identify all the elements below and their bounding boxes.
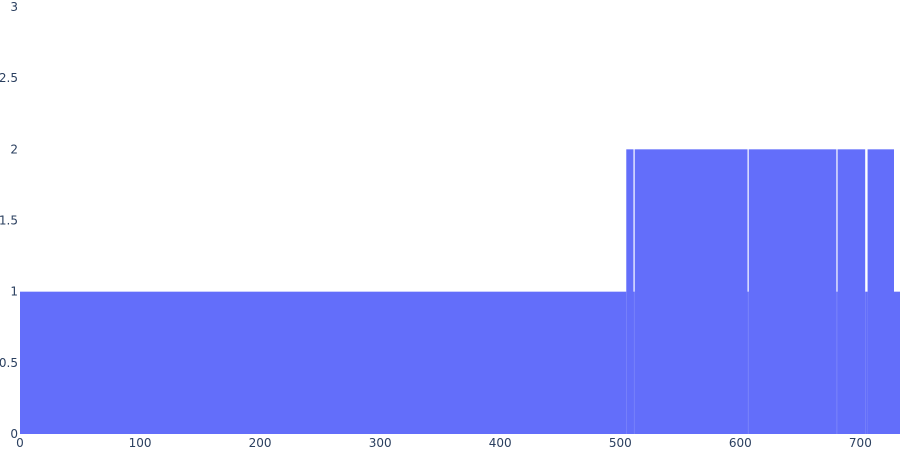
bar-segment-9	[867, 149, 894, 434]
y-tick-label-5: 2.5	[0, 71, 18, 85]
bar-segment-10	[894, 291, 900, 434]
y-tick-label-2: 1	[10, 285, 18, 299]
bar-segment-3	[634, 149, 748, 434]
bar-segment-0	[20, 291, 627, 434]
x-axis-tick-labels: 0 100 200 300 400 500 600 700	[16, 436, 872, 450]
bar-segment-2	[633, 291, 635, 434]
x-tick-label-0: 0	[16, 436, 24, 450]
y-tick-label-4: 2	[10, 142, 18, 156]
y-tick-label-6: 3	[10, 0, 18, 14]
x-tick-label-5: 500	[609, 436, 632, 450]
x-tick-label-7: 700	[849, 436, 872, 450]
bar-segment-4	[747, 291, 749, 434]
x-tick-label-6: 600	[729, 436, 752, 450]
bar-segment-1	[626, 149, 634, 434]
x-tick-label-2: 200	[249, 436, 272, 450]
x-tick-label-4: 400	[489, 436, 512, 450]
y-tick-label-1: 0.5	[0, 356, 18, 370]
bar-segment-8	[865, 291, 868, 434]
bar-segment-6	[836, 291, 838, 434]
bar-segment-7	[837, 149, 866, 434]
bar-segment-5	[748, 149, 837, 434]
bar-series	[20, 149, 900, 434]
y-tick-label-0: 0	[10, 427, 18, 441]
x-tick-label-1: 100	[129, 436, 152, 450]
y-axis-tick-labels: 0 0.5 1 1.5 2 2.5 3	[0, 0, 18, 441]
y-tick-label-3: 1.5	[0, 214, 18, 228]
x-tick-label-3: 300	[369, 436, 392, 450]
